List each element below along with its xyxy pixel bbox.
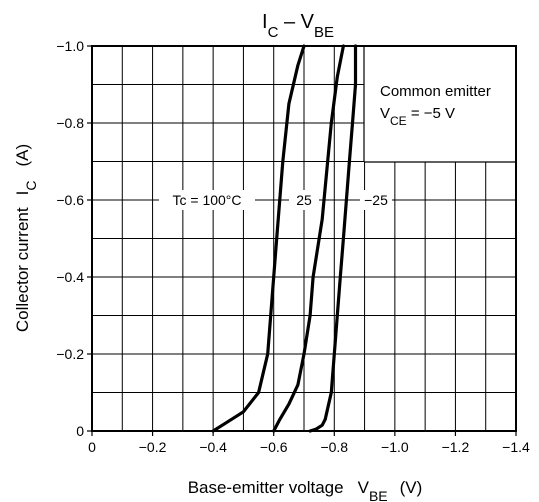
annotation-line1: Common emitter (380, 83, 491, 100)
chart-title: IC – VBE (262, 11, 334, 41)
curve-label-1: Tc = 100°C (172, 192, 241, 208)
y-tick-label: −0.8 (56, 115, 84, 131)
y-tick-label: −0.4 (56, 269, 84, 285)
y-tick-label: 0 (76, 423, 84, 439)
curve-series-1 (211, 44, 306, 433)
y-tick-label: −0.6 (56, 192, 84, 208)
curve-label-2: 25 (296, 192, 312, 208)
curve-label-background (360, 190, 392, 210)
x-tick-label: 0 (88, 439, 96, 455)
y-tick-label: −1.0 (56, 38, 84, 54)
curves (211, 44, 358, 433)
x-tick-label: −1.4 (502, 439, 530, 455)
y-axis-label: Collector currentIC(A) (13, 144, 39, 332)
x-tick-label: −0.2 (139, 439, 167, 455)
annotation-box: Common emitter VCE = −5 V (363, 46, 516, 163)
x-tick-label: −1.2 (442, 439, 470, 455)
curve-label-3: −25 (364, 192, 388, 208)
curve-labels: Tc = 100°C 25 −25 (159, 190, 392, 210)
x-tick-label: −1.0 (381, 439, 409, 455)
x-tick-label: −0.4 (199, 439, 227, 455)
x-tick-label: −0.8 (320, 439, 348, 455)
x-tick-label: −0.6 (260, 439, 288, 455)
annotation-line2: VCE = −5 V (380, 105, 455, 128)
y-tick-label: −0.2 (56, 346, 84, 362)
curve-series-2 (272, 44, 345, 433)
annotation-background (364, 46, 516, 162)
x-axis-label: Base-emitter voltage VBE (V) (188, 478, 423, 502)
curve-label-background (289, 190, 319, 210)
curve-series-3 (308, 44, 358, 433)
curve-label-background (159, 190, 255, 210)
